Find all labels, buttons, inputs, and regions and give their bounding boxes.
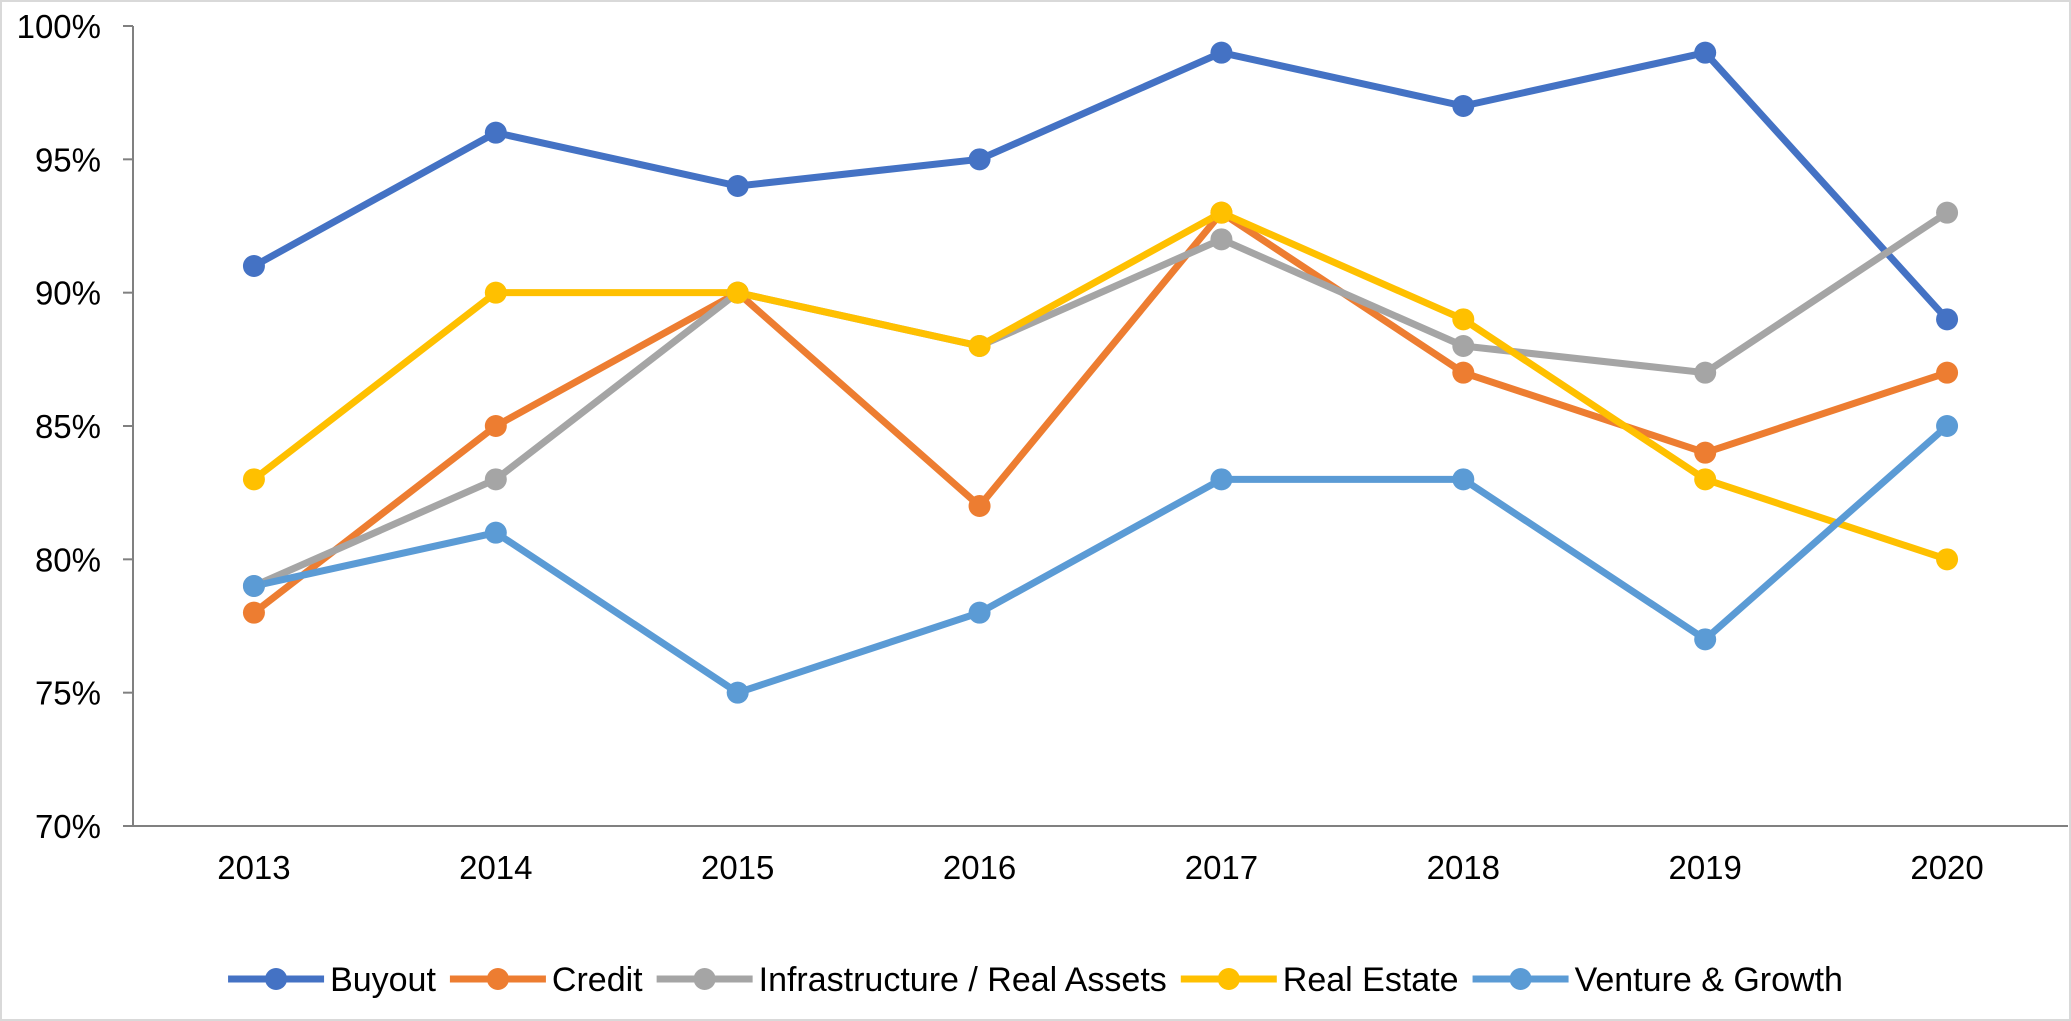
axes	[123, 25, 2068, 827]
data-point	[1936, 415, 1959, 437]
y-tick-label: 100%	[17, 8, 101, 45]
data-point	[242, 601, 265, 624]
data-point	[1452, 95, 1475, 117]
data-point	[726, 175, 749, 197]
x-tick-label: 2017	[1185, 849, 1258, 886]
legend-label: Infrastructure / Real Assets	[759, 961, 1167, 999]
x-tick-label: 2016	[943, 849, 1016, 886]
data-point	[1694, 361, 1717, 384]
data-point	[968, 601, 991, 624]
x-tick-label: 2013	[217, 849, 290, 886]
data-point	[1452, 468, 1475, 491]
data-point	[1452, 335, 1475, 357]
data-point	[1210, 468, 1233, 491]
data-point	[1936, 308, 1959, 331]
series-lines	[250, 49, 1951, 697]
series-line-0	[250, 49, 1951, 323]
series-points	[242, 41, 1959, 704]
legend-label: Buyout	[330, 961, 436, 999]
data-point	[242, 255, 265, 277]
data-point	[1210, 228, 1233, 251]
legend-swatch-marker	[265, 968, 288, 990]
series-line-2	[250, 209, 1951, 590]
data-point	[1936, 548, 1959, 571]
data-point	[1694, 41, 1717, 64]
legend-label: Credit	[552, 961, 643, 999]
tick-labels: 70% 75% 80% 85% 90% 95% 100% 2013 2014 2015 2016 20…	[17, 8, 1984, 886]
data-point	[484, 521, 507, 544]
data-point	[484, 415, 507, 437]
data-point	[1936, 361, 1959, 384]
y-tick-label: 75%	[35, 675, 101, 712]
legend-swatch-marker	[1509, 968, 1532, 990]
data-point	[484, 468, 507, 491]
legend-item: Infrastructure / Real Assets	[656, 961, 1167, 999]
data-point	[242, 468, 265, 491]
y-tick-label: 95%	[35, 141, 101, 178]
data-point	[1452, 361, 1475, 384]
legend-swatch-marker	[1217, 968, 1240, 990]
data-point	[1694, 628, 1717, 651]
y-tick-label: 85%	[35, 408, 101, 445]
legend-label: Venture & Growth	[1575, 961, 1843, 999]
legend-swatch-marker	[693, 968, 716, 990]
data-point	[1694, 468, 1717, 491]
data-point	[1694, 441, 1717, 464]
x-tick-label: 2019	[1668, 849, 1741, 886]
data-point	[1452, 308, 1475, 331]
legend-label: Real Estate	[1283, 961, 1459, 999]
legend-swatch-marker	[486, 968, 509, 990]
x-tick-label: 2015	[701, 849, 774, 886]
data-point	[1210, 201, 1233, 224]
y-tick-label: 90%	[35, 275, 101, 312]
x-tick-label: 2018	[1427, 849, 1500, 886]
data-point	[1936, 201, 1959, 224]
legend-item: Credit	[449, 961, 643, 999]
y-tick-label: 80%	[35, 541, 101, 578]
series-line-3	[250, 209, 1951, 563]
data-point	[968, 495, 991, 517]
legend: Buyout Credit Infrastructure / Real Assets…	[228, 961, 1843, 999]
y-tick-label: 70%	[35, 808, 101, 845]
data-point	[242, 575, 265, 597]
series-line-1	[250, 209, 1951, 617]
data-point	[1210, 41, 1233, 64]
data-point	[484, 121, 507, 144]
legend-item: Venture & Growth	[1472, 961, 1843, 999]
series-line-4	[250, 422, 1951, 697]
legend-item: Buyout	[228, 961, 436, 999]
data-point	[484, 281, 507, 304]
data-point	[968, 335, 991, 357]
data-point	[726, 281, 749, 304]
x-tick-label: 2014	[459, 849, 532, 886]
data-point	[726, 681, 749, 704]
legend-item: Real Estate	[1180, 961, 1459, 999]
x-tick-label: 2020	[1910, 849, 1983, 886]
data-point	[968, 148, 991, 171]
